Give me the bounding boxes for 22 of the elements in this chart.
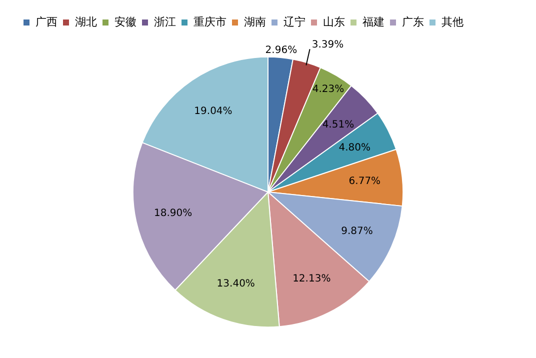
legend-label: 山东	[323, 15, 345, 28]
data-label: 12.13%	[292, 274, 331, 285]
legend-label: 广西	[36, 15, 58, 28]
legend-label: 湖北	[75, 15, 97, 28]
legend-label: 湖南	[244, 15, 266, 28]
legend-label: 浙江	[154, 15, 176, 28]
data-label: 4.23%	[312, 84, 344, 96]
data-label: 6.77%	[348, 176, 381, 188]
data-label: 13.40%	[216, 278, 255, 290]
legend-label: 重庆市	[194, 15, 226, 28]
legend-label: 辽宁	[284, 15, 306, 28]
data-label: 2.96%	[265, 45, 298, 56]
legend-label: 其他	[442, 15, 464, 28]
data-label: 3.39%	[312, 40, 344, 51]
data-label: 9.87%	[341, 226, 373, 237]
data-label: 4.51%	[322, 119, 354, 130]
legend-label: 广东	[402, 15, 424, 28]
data-label: 4.80%	[338, 142, 371, 154]
legend-label: 安徽	[114, 15, 136, 28]
data-label: 19.04%	[194, 106, 232, 118]
data-label: 18.90%	[154, 208, 192, 219]
legend-label: 福建	[362, 15, 384, 28]
